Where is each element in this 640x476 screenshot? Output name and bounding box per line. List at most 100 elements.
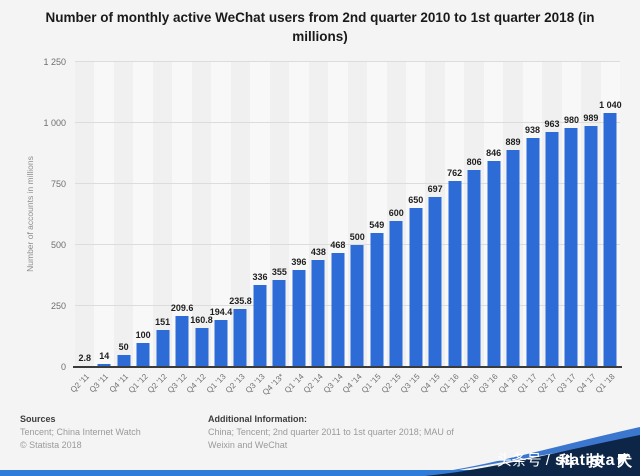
watermark-stack: statista 科技犬 <box>554 452 632 470</box>
bar-slot: 396 Q1 '14 <box>282 62 309 395</box>
bar-slot: 980 Q3 '17 <box>555 62 582 395</box>
x-tick-label: Q1 '16 <box>438 372 462 395</box>
bar <box>292 270 306 367</box>
bar-value-label: 2.8 <box>78 353 91 364</box>
bar <box>584 125 598 367</box>
bar-slot: 963 Q2 '17 <box>535 62 562 395</box>
bar-slot: 500 Q4 '14 <box>341 62 368 395</box>
bar <box>603 113 617 367</box>
bar-value-label: 697 <box>427 183 443 194</box>
x-tick-label: Q4 '12 <box>185 372 208 395</box>
bar <box>350 245 364 367</box>
x-tick-label: Q2 '14 <box>301 372 325 395</box>
bar <box>175 315 189 367</box>
bar-value-label: 938 <box>525 125 541 136</box>
y-tick-label: 1 000 <box>43 118 66 128</box>
x-tick-label: Q1 '15 <box>360 372 384 395</box>
gridline <box>75 122 620 123</box>
statista-logo-icon <box>618 453 630 466</box>
bar <box>272 280 286 367</box>
x-tick-label: Q1 '12 <box>126 372 150 395</box>
bar <box>331 252 345 367</box>
x-tick-label: Q4 '11 <box>107 372 131 395</box>
bar-slot: 50 Q4 '11 <box>108 62 134 394</box>
additional-info-heading: Additional Information: <box>208 414 307 424</box>
bar-value-label: 989 <box>583 112 599 123</box>
x-tick-label: Q2 '13 <box>223 372 247 395</box>
bar-slot: 438 Q2 '14 <box>302 62 329 395</box>
y-tick-label: 750 <box>50 179 66 189</box>
bar-slot: 806 Q2 '16 <box>458 62 484 395</box>
wave-accent-band <box>425 427 640 476</box>
bar <box>311 260 325 367</box>
chart-title: Number of monthly active WeChat users fr… <box>45 10 595 44</box>
bar-slot: 209.6 Q3 '12 <box>166 62 193 395</box>
bar-slot: 355 Q4 '13* <box>261 62 290 397</box>
bar-value-label: 50 <box>118 341 129 352</box>
bar-value-label: 889 <box>505 137 521 148</box>
additional-info-line1: China; Tencent; 2nd quarter 2011 to 1st … <box>208 427 454 437</box>
watermark: 头条号 / statista 科技犬 <box>497 449 632 470</box>
bar-value-label: 336 <box>252 272 268 283</box>
bar-slot: 846 Q3 '16 <box>477 62 504 395</box>
bar-slot: 549 Q1 '15 <box>360 62 387 395</box>
bar-value-label: 468 <box>330 239 346 250</box>
x-axis-line <box>73 366 622 368</box>
bar-value-label: 980 <box>563 114 579 125</box>
x-tick-label: Q1 '17 <box>516 372 539 395</box>
bar <box>564 127 578 367</box>
bar-value-label: 500 <box>349 232 365 242</box>
bar-value-label: 438 <box>310 247 326 258</box>
sources-line: Tencent; China Internet Watch <box>20 427 141 437</box>
statista-logo-text: statista <box>554 452 615 469</box>
bar-value-label: 963 <box>544 119 560 130</box>
bar-slot: 1 040 Q1 '18 <box>594 62 622 395</box>
bar-value-label: 160.8 <box>190 314 213 325</box>
bar-slot: 235.8 Q2 '13 <box>224 62 252 395</box>
x-tick-label: Q2 '16 <box>457 372 481 395</box>
bar <box>428 196 442 367</box>
bar-value-label: 14 <box>99 350 110 361</box>
bar <box>409 208 423 367</box>
plot-area: 2.8 Q2 '11 14 Q3 '11 50 Q4 '11 100 Q1 '12 151 Q2 … <box>69 61 622 397</box>
y-tick-label: 500 <box>50 240 66 250</box>
x-tick-label: Q1 '18 <box>593 372 617 395</box>
x-tick-label: Q4 '17 <box>574 372 598 395</box>
bar-value-label: 600 <box>388 207 404 218</box>
gridline <box>75 183 620 184</box>
bar-value-label: 549 <box>369 220 385 231</box>
bar <box>389 220 403 367</box>
bar-slot: 100 Q1 '12 <box>127 62 153 395</box>
bar <box>156 330 170 367</box>
bar-slot: 697 Q4 '15 <box>419 62 445 395</box>
bar-slot: 14 Q3 '11 <box>88 62 114 394</box>
gridline <box>75 244 620 245</box>
wave-navy-body <box>425 435 640 476</box>
wave-banner-graphic <box>425 427 640 476</box>
copyright-line: © Statista 2018 <box>20 440 82 450</box>
bar-slot: 160.8 Q4 '12 <box>185 62 213 395</box>
x-tick-label: Q3 '14 <box>321 372 345 395</box>
bar-value-label: 194.4 <box>209 306 233 317</box>
bar-value-label: 100 <box>135 329 151 340</box>
bar <box>117 354 131 367</box>
bar-slot: 151 Q2 '12 <box>146 62 173 395</box>
x-tick-label: Q3 '16 <box>477 372 500 395</box>
bar-value-label: 846 <box>486 147 502 158</box>
bar <box>467 170 481 367</box>
gridline <box>75 61 620 62</box>
x-tick-label: Q1 '13 <box>204 372 228 395</box>
bar-value-label: 762 <box>447 168 463 179</box>
x-tick-label: Q4 '14 <box>340 372 364 395</box>
watermark-overlay-text: 科技犬 <box>558 453 640 470</box>
bottom-accent-strip <box>0 470 640 476</box>
y-tick-label: 250 <box>50 301 66 311</box>
bar <box>136 342 150 367</box>
bar-slot: 650 Q3 '15 <box>399 62 426 395</box>
bar <box>506 150 520 367</box>
x-tick-label: Q4 '16 <box>496 372 520 395</box>
bar <box>526 138 540 367</box>
additional-info-line2: Weixin and WeChat <box>208 440 288 450</box>
bar <box>487 160 501 367</box>
